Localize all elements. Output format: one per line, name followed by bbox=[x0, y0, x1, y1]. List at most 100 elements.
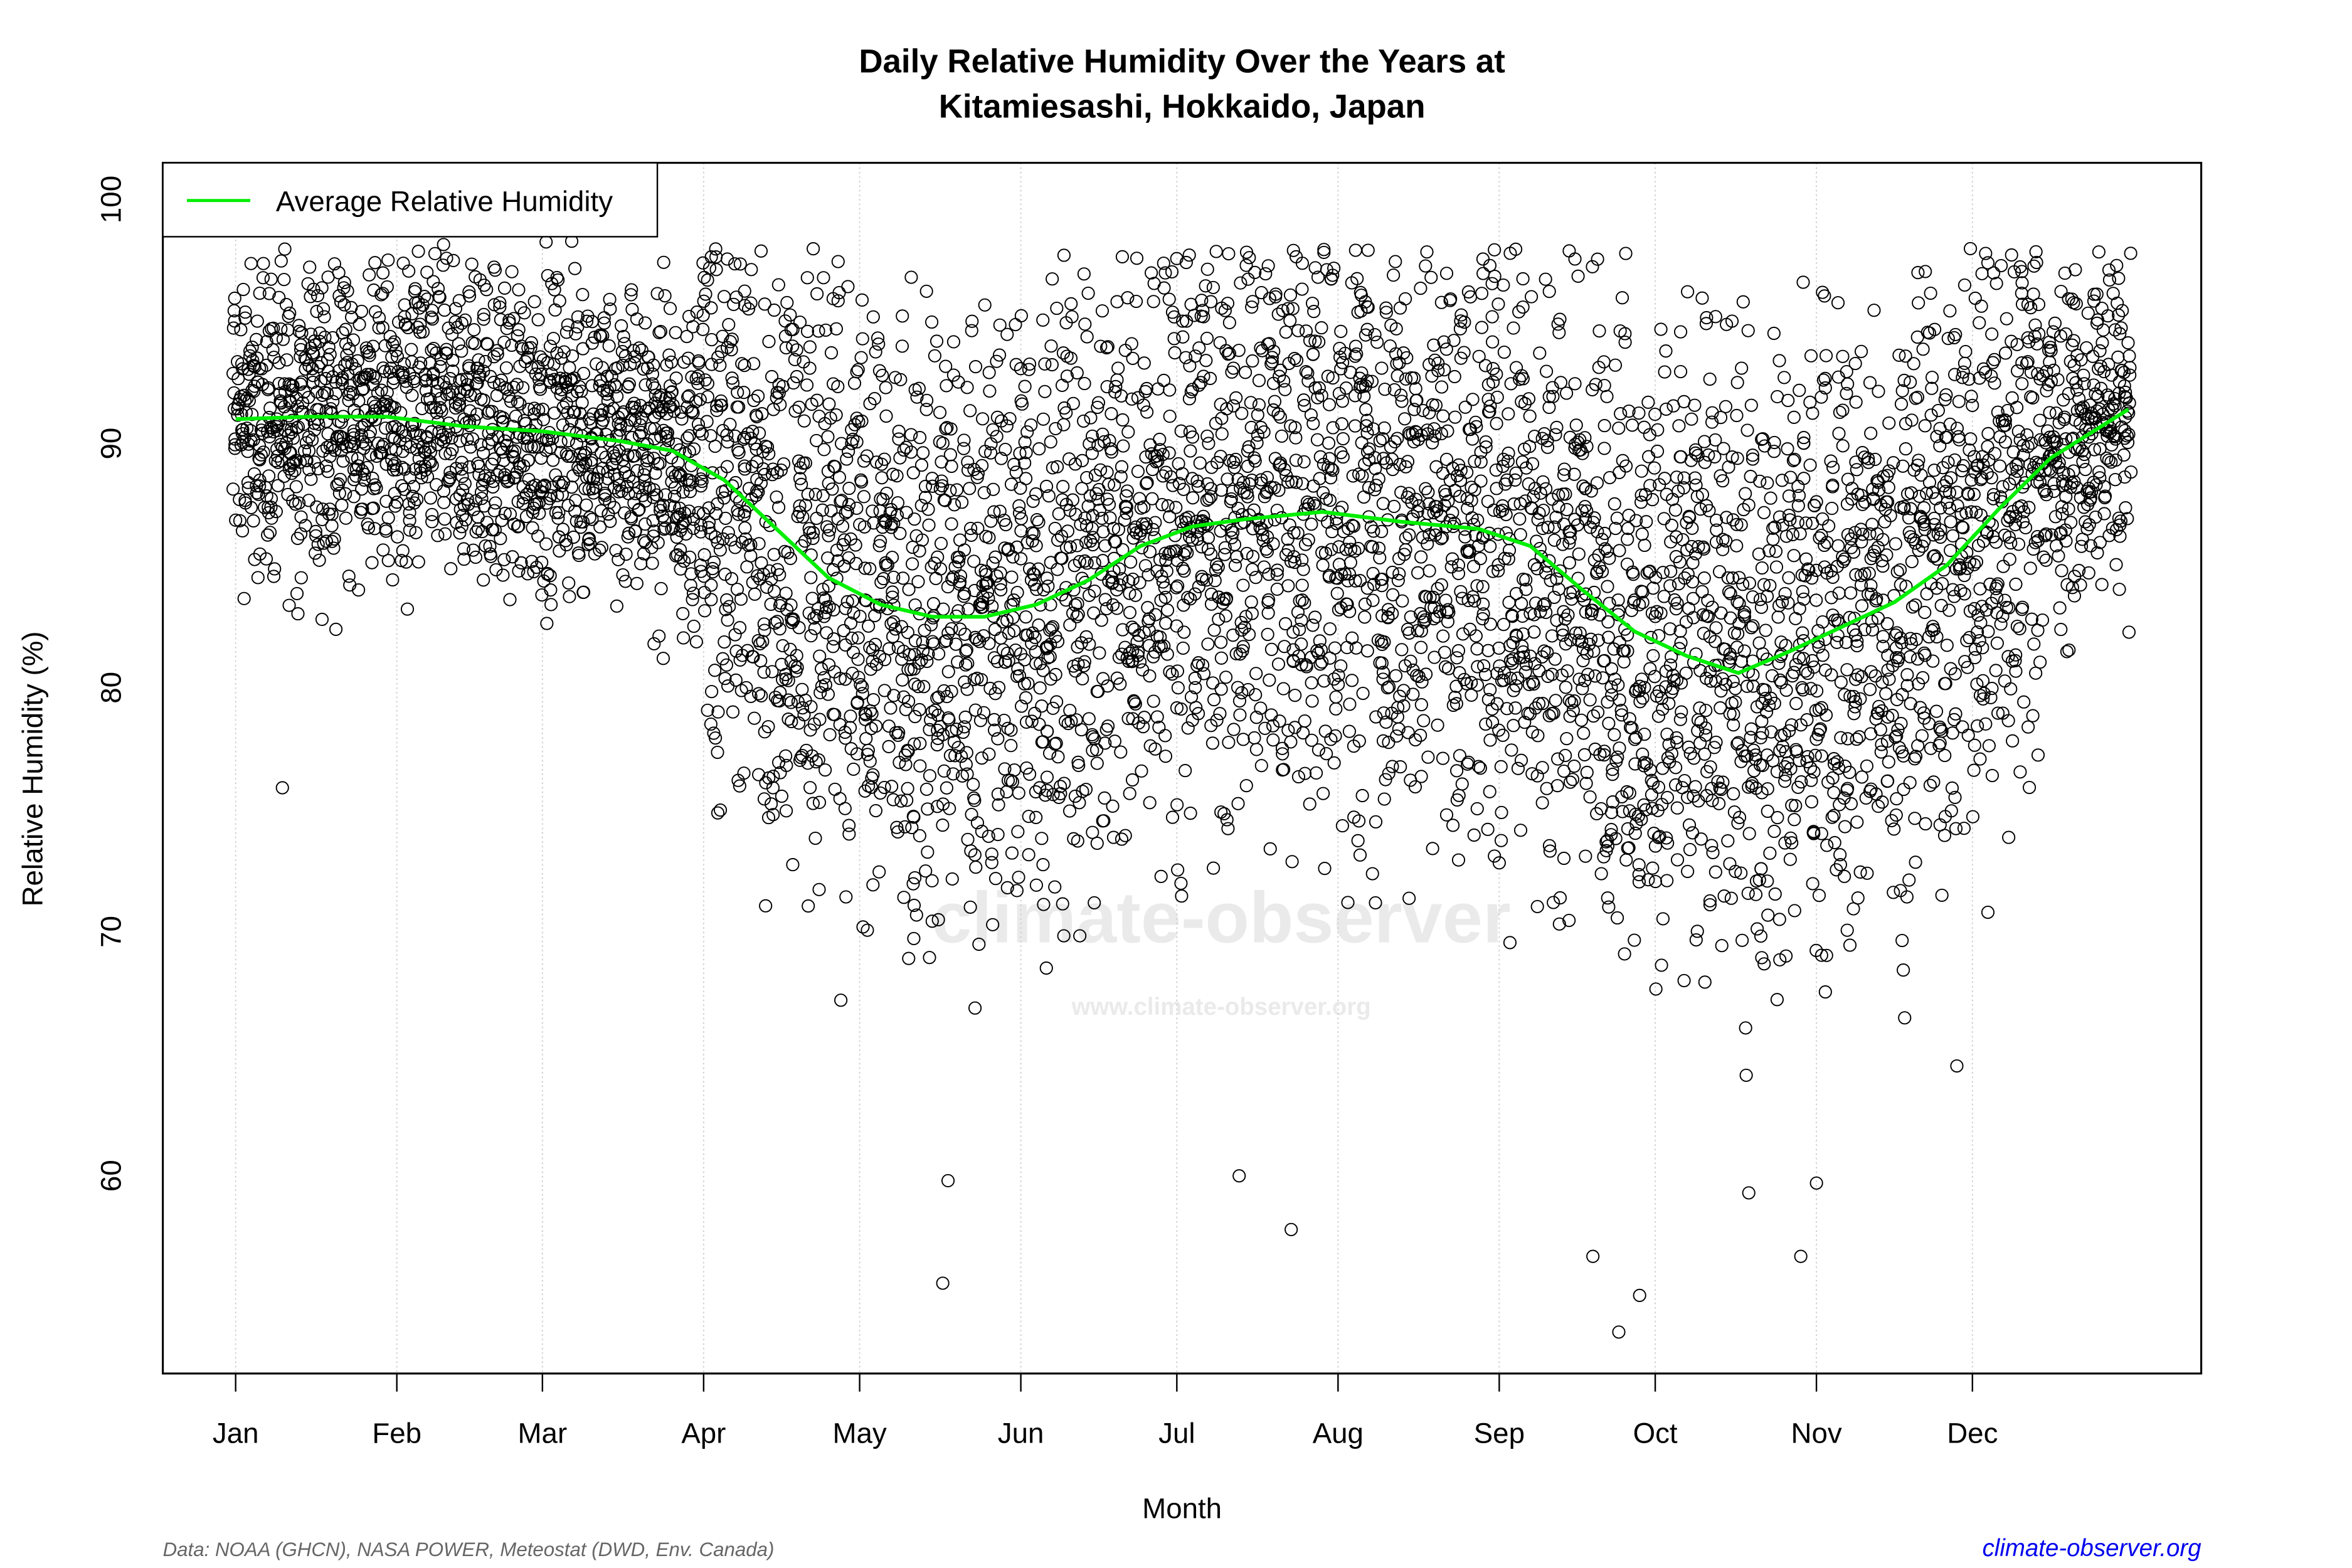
data-point bbox=[882, 739, 896, 753]
data-point bbox=[1749, 887, 1763, 901]
data-point bbox=[887, 689, 901, 702]
data-point bbox=[1215, 427, 1229, 441]
data-point bbox=[1389, 669, 1403, 682]
data-point bbox=[487, 260, 501, 274]
data-point bbox=[1305, 517, 1318, 531]
data-point bbox=[452, 399, 466, 413]
data-point bbox=[1753, 474, 1767, 488]
data-point bbox=[783, 308, 797, 322]
data-point bbox=[423, 455, 437, 469]
data-point bbox=[469, 550, 482, 564]
data-point bbox=[638, 494, 652, 508]
data-point bbox=[486, 474, 500, 489]
data-point bbox=[768, 691, 782, 704]
data-point bbox=[632, 341, 646, 355]
data-point bbox=[1207, 623, 1221, 637]
data-point bbox=[438, 527, 452, 541]
data-point bbox=[321, 465, 335, 479]
data-point bbox=[1213, 707, 1227, 721]
data-point bbox=[398, 298, 411, 312]
data-point bbox=[1668, 503, 1682, 517]
data-point bbox=[381, 511, 395, 525]
data-point bbox=[229, 513, 243, 527]
data-point bbox=[622, 377, 636, 391]
data-point bbox=[1143, 796, 1157, 810]
data-point bbox=[259, 552, 273, 566]
data-point bbox=[1063, 618, 1077, 632]
data-point bbox=[1491, 297, 1505, 311]
data-point bbox=[1201, 637, 1215, 651]
data-point bbox=[1123, 787, 1136, 800]
data-point bbox=[1372, 472, 1385, 486]
data-point bbox=[730, 583, 744, 596]
data-point bbox=[1384, 440, 1397, 454]
data-point bbox=[1840, 386, 1853, 400]
data-point bbox=[822, 397, 836, 411]
data-point bbox=[327, 532, 341, 546]
data-point bbox=[856, 680, 869, 694]
data-point bbox=[1846, 545, 1861, 559]
data-point bbox=[397, 357, 411, 371]
data-point bbox=[787, 376, 800, 390]
data-point bbox=[395, 460, 409, 474]
data-point bbox=[659, 426, 673, 440]
data-point bbox=[770, 615, 784, 628]
data-point bbox=[632, 428, 647, 442]
data-point bbox=[313, 326, 327, 340]
data-point bbox=[882, 719, 896, 733]
watermark-url: www.climate-observer.org bbox=[1071, 993, 1370, 1020]
data-point bbox=[1474, 474, 1488, 488]
data-point bbox=[481, 406, 495, 420]
data-point bbox=[922, 518, 936, 532]
data-point bbox=[1478, 667, 1493, 682]
data-point bbox=[825, 482, 839, 496]
data-point bbox=[886, 585, 899, 599]
data-point bbox=[713, 803, 728, 817]
data-point bbox=[884, 701, 898, 715]
data-point bbox=[1168, 346, 1182, 360]
data-point bbox=[921, 845, 935, 859]
data-point bbox=[897, 891, 911, 904]
data-point bbox=[1721, 834, 1735, 848]
data-point bbox=[764, 797, 778, 811]
data-point bbox=[556, 522, 570, 536]
data-point bbox=[1756, 647, 1770, 661]
data-point bbox=[597, 311, 611, 325]
data-point bbox=[680, 473, 694, 487]
data-point bbox=[955, 495, 969, 509]
data-point bbox=[1735, 933, 1749, 947]
data-point bbox=[1147, 694, 1160, 708]
data-point bbox=[1266, 719, 1280, 733]
data-point bbox=[497, 281, 512, 295]
data-point bbox=[1677, 973, 1691, 988]
data-point bbox=[1285, 855, 1299, 869]
data-point bbox=[277, 469, 291, 483]
data-point bbox=[1848, 356, 1862, 371]
data-point bbox=[1787, 410, 1801, 424]
data-point bbox=[262, 469, 276, 483]
data-point bbox=[1828, 835, 1841, 850]
data-point bbox=[723, 418, 737, 432]
data-point bbox=[1289, 453, 1303, 467]
data-point bbox=[1717, 889, 1731, 903]
data-point bbox=[1244, 595, 1258, 609]
data-point bbox=[408, 416, 421, 430]
data-point bbox=[1490, 390, 1504, 404]
data-point bbox=[1135, 764, 1148, 778]
data-point bbox=[1022, 848, 1036, 862]
data-point bbox=[1118, 344, 1132, 358]
data-point bbox=[708, 439, 722, 453]
data-point bbox=[1176, 641, 1190, 655]
data-point bbox=[845, 631, 859, 645]
data-point bbox=[487, 504, 501, 517]
data-point bbox=[1744, 398, 1758, 412]
data-point bbox=[1335, 819, 1349, 833]
data-point bbox=[1438, 645, 1451, 659]
data-point bbox=[529, 560, 544, 575]
data-point bbox=[494, 373, 508, 387]
data-point bbox=[1737, 502, 1751, 517]
data-point bbox=[869, 719, 883, 733]
data-point bbox=[1715, 939, 1729, 953]
data-point bbox=[913, 431, 927, 445]
data-point bbox=[469, 377, 483, 391]
